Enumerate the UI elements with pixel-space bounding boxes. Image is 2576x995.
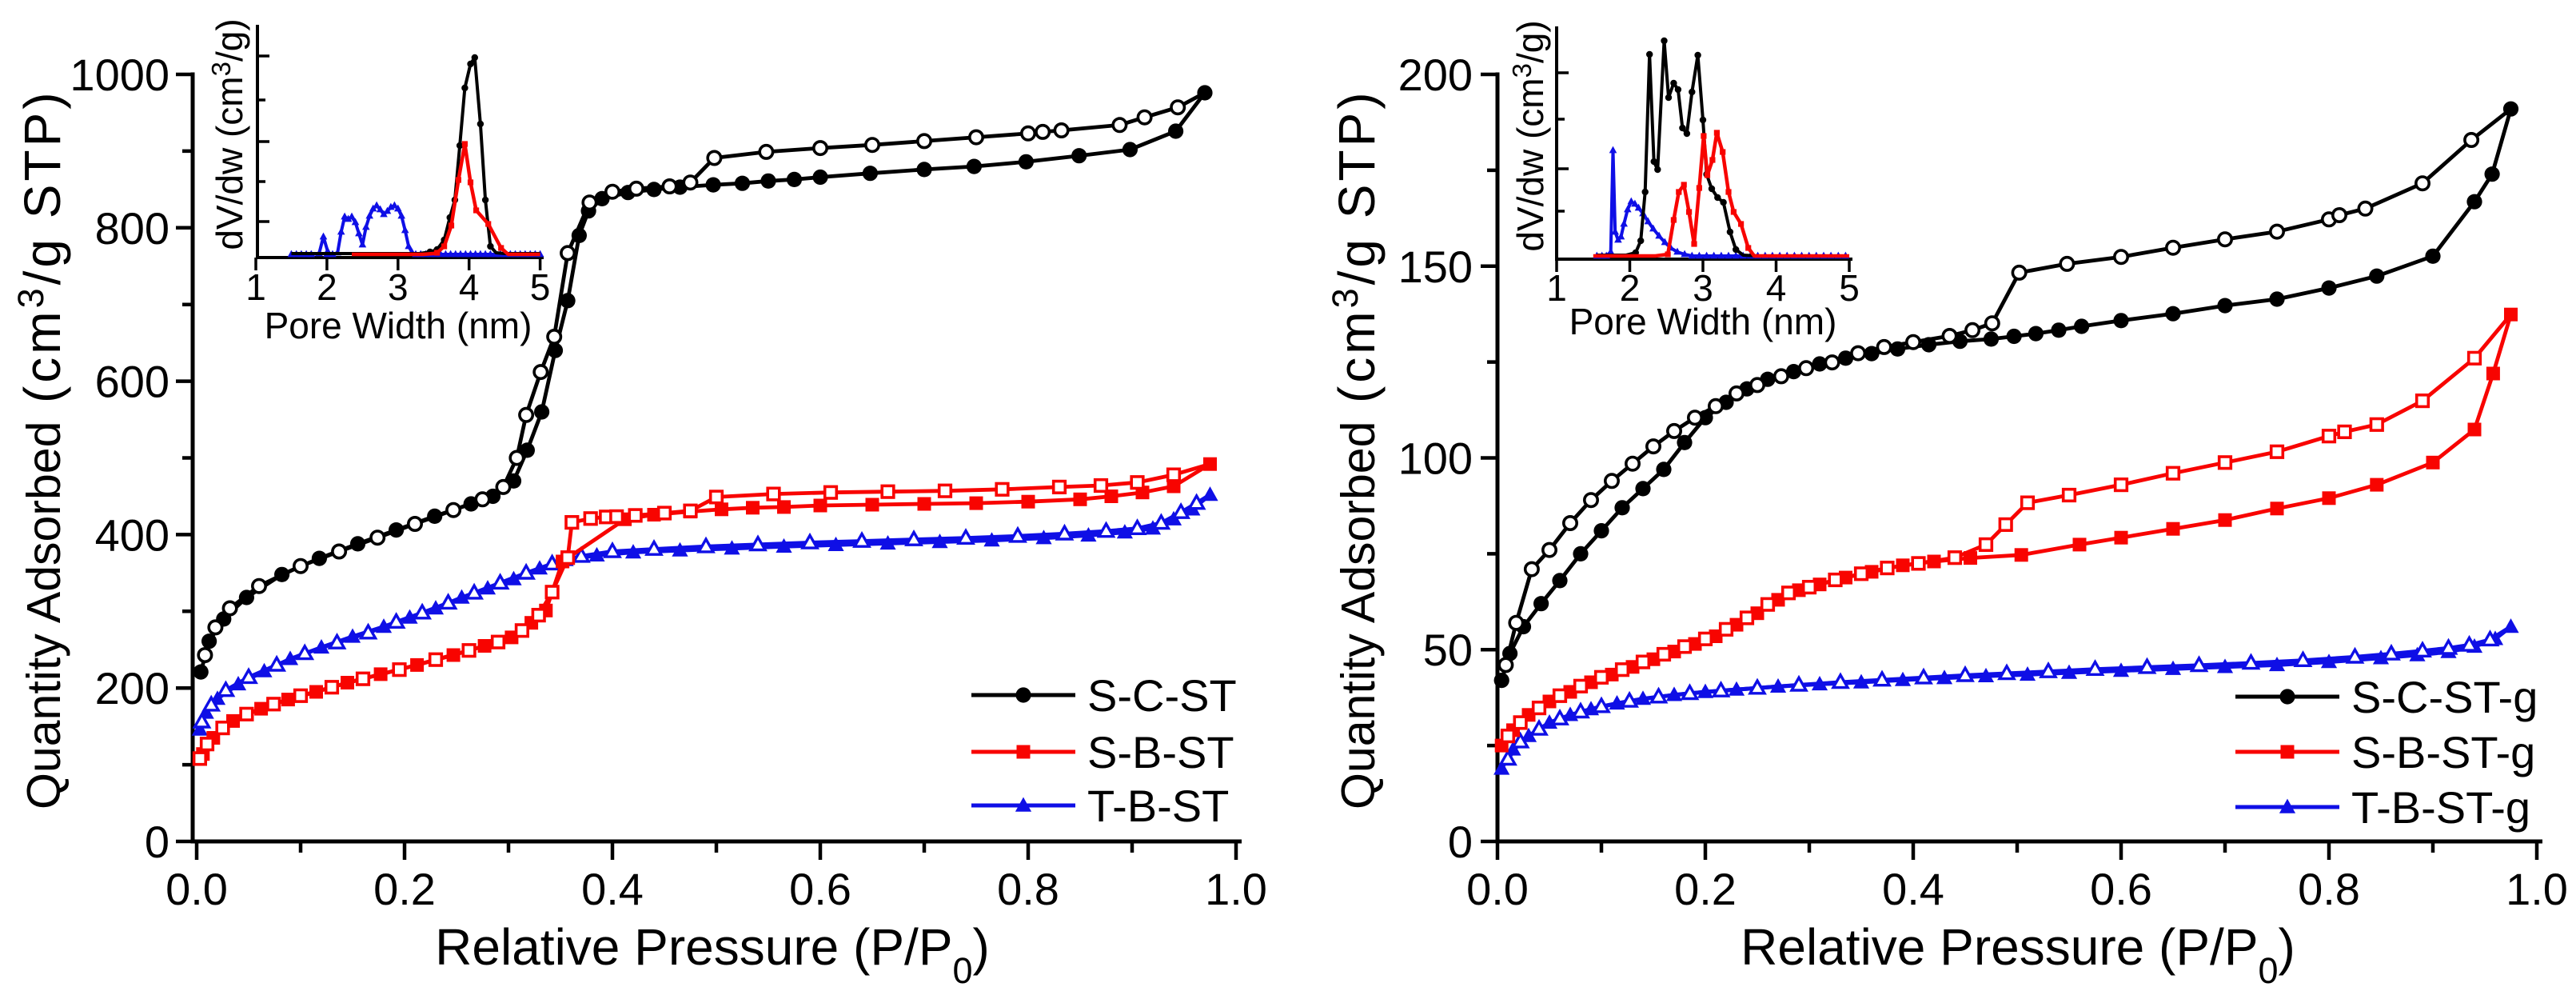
- svg-text:1000: 1000: [70, 50, 169, 100]
- svg-text:S-B-ST: S-B-ST: [1087, 727, 1234, 777]
- svg-text:4: 4: [1766, 267, 1787, 309]
- svg-text:0.0: 0.0: [1466, 864, 1529, 914]
- svg-text:150: 150: [1398, 242, 1473, 292]
- svg-text:Pore Width (nm): Pore Width (nm): [1569, 301, 1837, 342]
- svg-text:(cm3/g STP): (cm3/g STP): [1325, 89, 1386, 403]
- svg-text:800: 800: [95, 203, 169, 254]
- svg-text:600: 600: [95, 357, 169, 407]
- svg-text:0.6: 0.6: [789, 864, 851, 914]
- svg-text:2: 2: [1620, 267, 1641, 309]
- svg-text:0.6: 0.6: [2090, 864, 2152, 914]
- svg-text:200: 200: [95, 663, 169, 713]
- svg-text:200: 200: [1398, 50, 1473, 100]
- svg-text:1: 1: [245, 266, 266, 308]
- svg-text:1.0: 1.0: [1205, 864, 1267, 914]
- svg-text:3: 3: [388, 266, 409, 308]
- svg-text:S-B-ST-g: S-B-ST-g: [2351, 727, 2535, 777]
- svg-text:3: 3: [1693, 267, 1713, 309]
- svg-text:50: 50: [1423, 625, 1473, 675]
- svg-text:4: 4: [459, 266, 480, 308]
- svg-text:dV/dw (cm3/g): dV/dw (cm3/g): [206, 18, 250, 250]
- svg-text:5: 5: [530, 266, 551, 308]
- svg-text:0.0: 0.0: [165, 864, 228, 914]
- svg-text:2: 2: [317, 266, 337, 308]
- svg-text:dV/dw (cm3/g): dV/dw (cm3/g): [1507, 20, 1551, 251]
- svg-text:0: 0: [1448, 817, 1473, 867]
- svg-text:0.8: 0.8: [997, 864, 1059, 914]
- svg-text:Pore Width (nm): Pore Width (nm): [265, 305, 532, 346]
- svg-text:T-B-ST-g: T-B-ST-g: [2351, 782, 2530, 833]
- svg-text:(cm3/g STP): (cm3/g STP): [10, 89, 71, 403]
- svg-text:400: 400: [95, 509, 169, 560]
- svg-text:5: 5: [1839, 267, 1860, 309]
- svg-text:T-B-ST: T-B-ST: [1087, 781, 1229, 831]
- svg-text:1.0: 1.0: [2506, 864, 2568, 914]
- svg-text:100: 100: [1398, 434, 1473, 484]
- svg-text:0.4: 0.4: [1882, 864, 1944, 914]
- svg-text:S-C-ST: S-C-ST: [1087, 670, 1237, 721]
- svg-text:0.2: 0.2: [1674, 864, 1737, 914]
- svg-text:1: 1: [1546, 267, 1567, 309]
- svg-text:0.2: 0.2: [373, 864, 436, 914]
- svg-text:0: 0: [145, 817, 169, 867]
- svg-text:S-C-ST-g: S-C-ST-g: [2351, 672, 2538, 722]
- svg-text:Quantity Adsorbed: Quantity Adsorbed: [1332, 422, 1385, 809]
- svg-text:0.8: 0.8: [2298, 864, 2360, 914]
- svg-text:0.4: 0.4: [581, 864, 644, 914]
- svg-text:Quantity Adsorbed: Quantity Adsorbed: [18, 422, 70, 809]
